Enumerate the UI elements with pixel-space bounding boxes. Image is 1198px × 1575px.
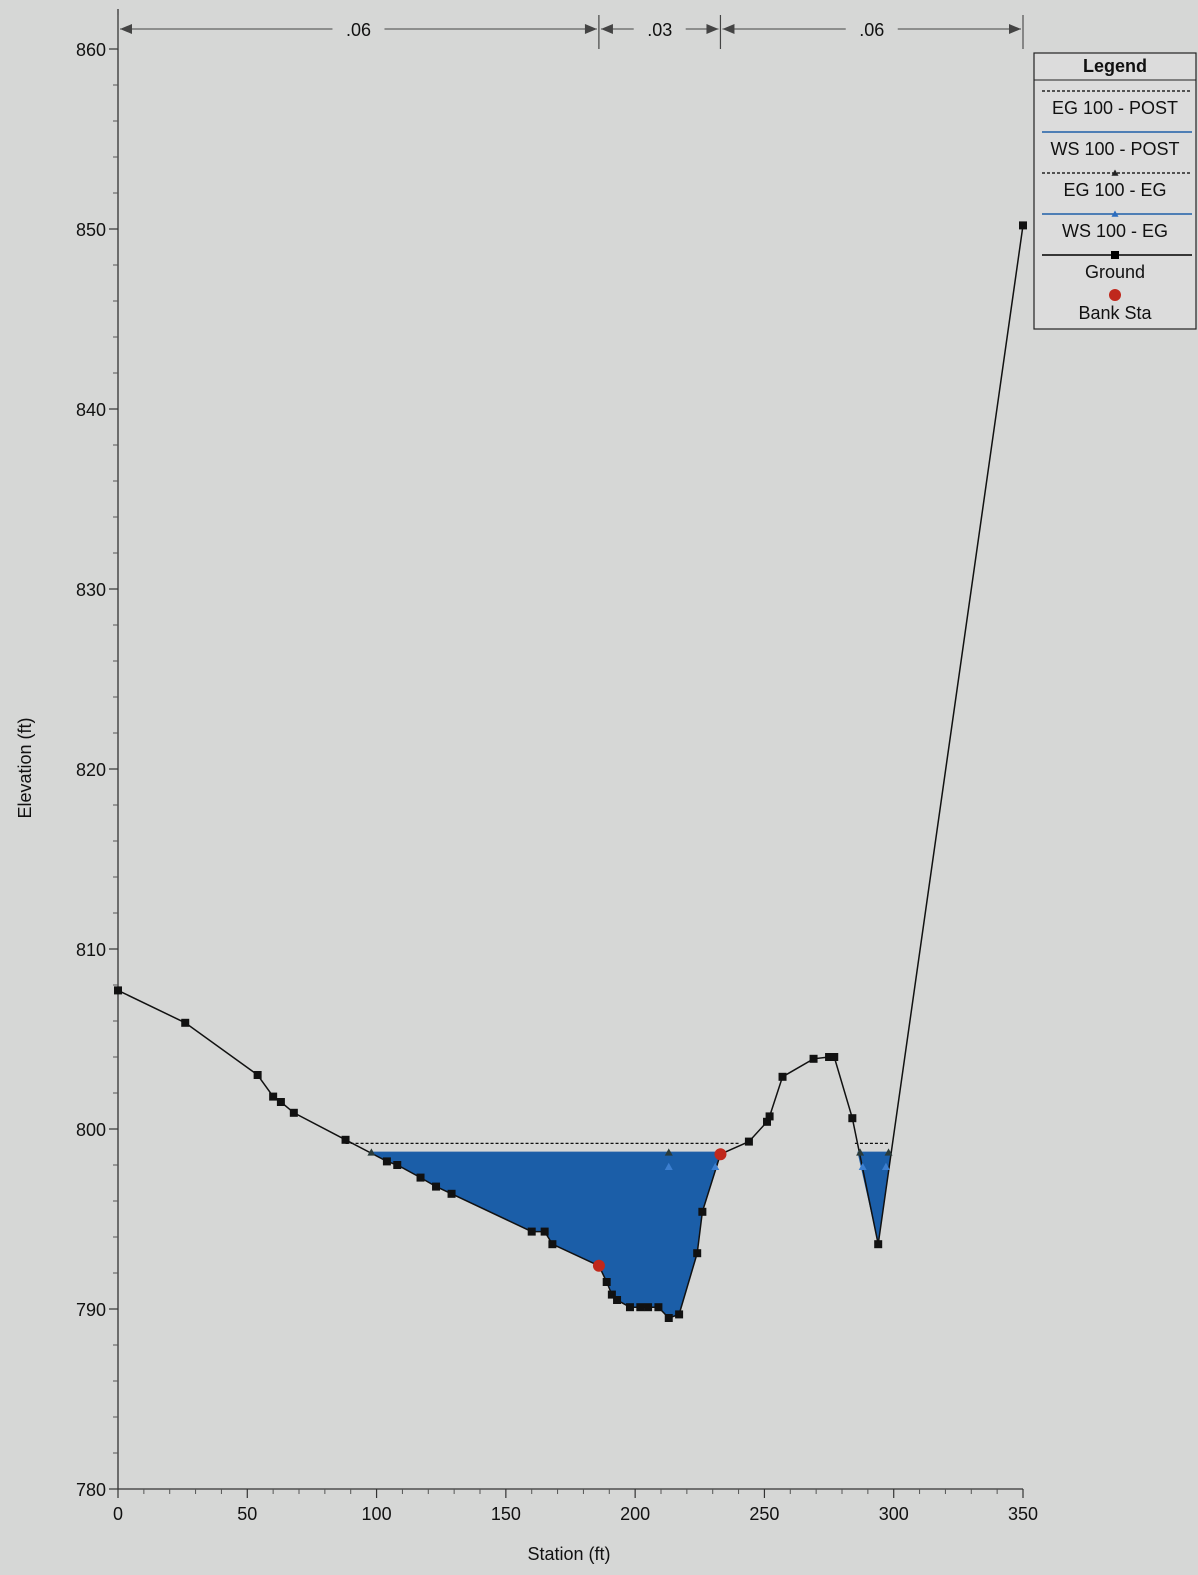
y-tick-label: 860 (76, 40, 106, 60)
ground-point (269, 1092, 278, 1101)
ground-point (654, 1303, 663, 1312)
ground-point (830, 1053, 839, 1061)
legend-swatch-marker (1109, 289, 1121, 301)
x-tick-label: 300 (879, 1504, 909, 1524)
ground-point (181, 1018, 190, 1027)
y-tick-label: 840 (76, 400, 106, 420)
axes-group: 780 790 800 810 820 830 840 850 860 0 50 100 150 200 2… (76, 9, 1038, 1524)
x-tick-label: 200 (620, 1504, 650, 1524)
x-tick-label: 350 (1008, 1504, 1038, 1524)
ground-point (527, 1227, 536, 1236)
manning-n-label: .06 (859, 20, 884, 40)
x-axis-label: Station (ft) (527, 1544, 610, 1564)
ground-point (644, 1303, 653, 1312)
ground-point (778, 1072, 787, 1081)
ground-point (1019, 221, 1027, 230)
ground-point (416, 1173, 425, 1182)
ground-point (114, 986, 122, 995)
x-tick-label: 0 (113, 1504, 123, 1524)
legend-title: Legend (1083, 56, 1147, 76)
ws-eg-marker (664, 1162, 673, 1170)
ground-point (602, 1278, 611, 1286)
y-tick-label: 780 (76, 1480, 106, 1500)
legend-entry-label: EG 100 - POST (1052, 98, 1178, 118)
series-group (114, 221, 1027, 1322)
ground-point (636, 1303, 645, 1312)
y-axis-label: Elevation (ft) (15, 717, 35, 818)
ground-point (848, 1114, 857, 1123)
manning-arrowhead (1009, 24, 1021, 34)
legend-entry-label: Bank Sta (1078, 303, 1152, 323)
legend-entry-label: Ground (1085, 262, 1145, 282)
legend-entry-label: WS 100 - EG (1062, 221, 1168, 241)
y-tick-label: 850 (76, 220, 106, 240)
y-tick-label: 800 (76, 1120, 106, 1140)
ground-point (763, 1117, 772, 1126)
y-tick-label: 790 (76, 1300, 106, 1320)
x-tick-label: 150 (491, 1504, 521, 1524)
water-fill-group (371, 1152, 892, 1318)
ground-point (693, 1249, 702, 1258)
y-tick-label: 810 (76, 940, 106, 960)
eg-eg-marker (856, 1148, 865, 1156)
ground-point (253, 1071, 262, 1079)
bank-sta-point (592, 1259, 605, 1272)
legend-box (1033, 52, 1197, 330)
legend: Legend EG 100 - POST WS 100 - POST EG 100 -… (1033, 52, 1197, 330)
ground-point (447, 1189, 456, 1198)
ground-point (341, 1135, 350, 1144)
ground-point (393, 1161, 402, 1169)
ground-point (664, 1314, 673, 1322)
x-tick-label: 50 (237, 1504, 257, 1524)
legend-entry-label: WS 100 - POST (1050, 139, 1179, 159)
manning-arrowhead (722, 24, 735, 34)
eg-eg-marker (884, 1148, 893, 1156)
ground-point (548, 1240, 557, 1249)
ground-point (874, 1240, 883, 1249)
ws-eg-marker (711, 1162, 720, 1170)
ground-point (613, 1296, 622, 1304)
x-tick-label: 100 (362, 1504, 392, 1524)
ws-eg-marker (881, 1162, 890, 1170)
water-fill-region-0 (371, 1152, 721, 1318)
ground-point (276, 1098, 285, 1106)
ground-point (382, 1157, 391, 1166)
ground-point (765, 1112, 774, 1121)
ground-point (809, 1054, 818, 1063)
eg-eg-marker (664, 1148, 673, 1156)
legend-entry-label: EG 100 - EG (1063, 180, 1166, 200)
ground-point (675, 1310, 684, 1319)
manning-n-label: .03 (647, 20, 672, 40)
ground-point (698, 1207, 707, 1216)
legend-swatch-marker (1111, 251, 1119, 259)
bank-sta-point (714, 1148, 727, 1161)
water-fill-region-1 (857, 1152, 892, 1245)
ground-point (607, 1290, 616, 1299)
legend-swatch-marker (1111, 169, 1119, 176)
ground-point (540, 1227, 549, 1236)
manning-n-label: .06 (346, 20, 371, 40)
ground-point (625, 1303, 634, 1312)
ground-point (825, 1053, 834, 1061)
ground-point (432, 1182, 441, 1191)
manning-arrowhead (584, 24, 597, 34)
ground-point (744, 1137, 753, 1146)
y-tick-label: 830 (76, 580, 106, 600)
eg-eg-marker (367, 1148, 376, 1156)
manning-arrowhead (706, 24, 719, 34)
x-tick-label: 250 (749, 1504, 779, 1524)
ground-line (117, 225, 1024, 1319)
ground-point (289, 1108, 298, 1117)
manning-arrowhead (600, 24, 613, 34)
manning-n-group: .06 .03 .06 (117, 15, 1024, 49)
y-tick-label: 820 (76, 760, 106, 780)
ws-eg-marker (858, 1162, 867, 1170)
legend-swatch-marker (1111, 210, 1119, 217)
manning-arrowhead (120, 24, 132, 34)
